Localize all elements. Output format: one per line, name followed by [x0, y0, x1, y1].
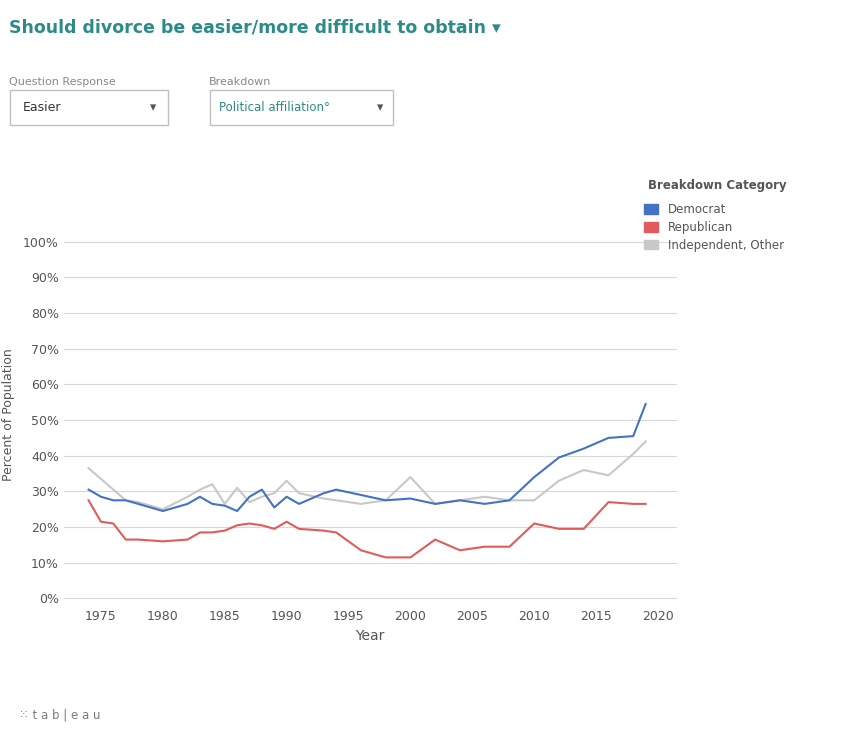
Text: ▾: ▾ — [377, 101, 384, 114]
X-axis label: Year: Year — [356, 629, 385, 643]
Text: Breakdown: Breakdown — [208, 77, 271, 87]
Text: EXPORT ▾: EXPORT ▾ — [711, 98, 758, 106]
Text: ▾: ▾ — [151, 101, 157, 114]
FancyBboxPatch shape — [10, 90, 168, 125]
Text: ⁙ t a b | e a u: ⁙ t a b | e a u — [19, 708, 100, 722]
FancyBboxPatch shape — [210, 90, 393, 125]
Legend: Democrat, Republican, Independent, Other: Democrat, Republican, Independent, Other — [644, 203, 784, 252]
Text: SHARE: SHARE — [629, 98, 663, 106]
Text: Question Response: Question Response — [9, 77, 115, 87]
Y-axis label: Percent of Population: Percent of Population — [2, 349, 14, 481]
Text: Should divorce be easier/more difficult to obtain ▾: Should divorce be easier/more difficult … — [9, 18, 500, 37]
Text: TABLE: TABLE — [771, 98, 802, 106]
Text: Easier: Easier — [23, 101, 61, 114]
Text: ⎙: ⎙ — [687, 98, 693, 106]
Text: Breakdown Category: Breakdown Category — [648, 178, 787, 192]
Text: Political affiliation°: Political affiliation° — [220, 101, 330, 114]
